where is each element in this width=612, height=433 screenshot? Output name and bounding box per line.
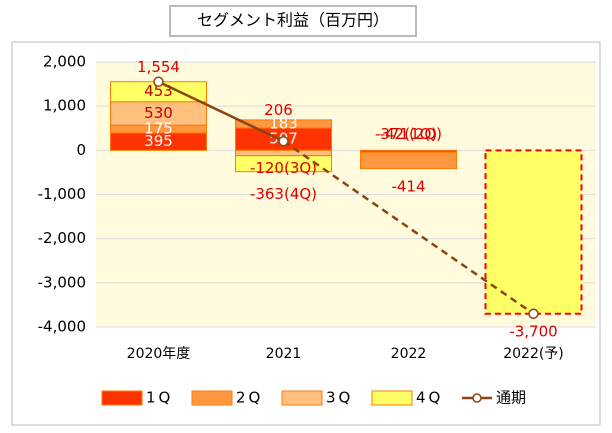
bar-segment	[235, 119, 332, 129]
x-tick-label: 2022	[391, 346, 427, 362]
bar-segment	[360, 151, 457, 170]
data-label: -363(4Q)	[250, 185, 317, 203]
total-marker	[153, 76, 164, 87]
data-label: 453	[144, 82, 173, 100]
x-tick-label: 2020年度	[127, 346, 191, 362]
legend-swatch	[101, 390, 143, 406]
total-marker	[528, 308, 539, 319]
data-label: 530	[144, 104, 173, 122]
total-label: -3,700	[509, 322, 557, 340]
chart-title: セグメント利益（百万円）	[197, 11, 389, 30]
y-tick-label: 2,000	[43, 53, 86, 71]
total-line	[157, 80, 285, 143]
total-label: 1,554	[137, 58, 180, 76]
legend-label: 4Q	[416, 389, 443, 407]
data-label: -371(2Q)	[375, 125, 442, 143]
y-tick-label: 1,000	[43, 97, 86, 115]
legend-swatch	[281, 390, 323, 406]
data-label: 175	[144, 120, 173, 138]
legend-marker	[472, 393, 482, 403]
legend-swatch	[371, 390, 413, 406]
y-tick-label: -3,000	[38, 273, 86, 291]
legend-swatch	[191, 390, 233, 406]
total-line-forecast	[282, 140, 535, 315]
y-tick-label: -4,000	[38, 318, 86, 336]
total-label: 206	[264, 101, 293, 119]
legend-label: 1Q	[146, 389, 173, 407]
data-label: 395	[144, 132, 173, 150]
y-tick-label: -2,000	[38, 229, 86, 247]
x-tick-label: 2022(予)	[503, 346, 564, 362]
y-tick-label: -1,000	[38, 185, 86, 203]
x-tick-label: 2021	[266, 346, 302, 362]
data-label: -120(3Q)	[250, 159, 317, 177]
bar-segment	[235, 155, 332, 173]
forecast-bar	[484, 149, 583, 315]
total-marker	[278, 135, 289, 147]
bar-segment	[235, 149, 332, 157]
total-label: -414	[391, 178, 425, 196]
data-label: 183	[269, 114, 298, 132]
title-box	[169, 5, 417, 37]
data-label: -42(1Q)	[380, 125, 438, 143]
y-tick-label: 0	[76, 141, 86, 159]
legend-label: 2Q	[236, 389, 263, 407]
legend-label: 3Q	[326, 389, 353, 407]
legend-label: 通期	[496, 389, 526, 407]
